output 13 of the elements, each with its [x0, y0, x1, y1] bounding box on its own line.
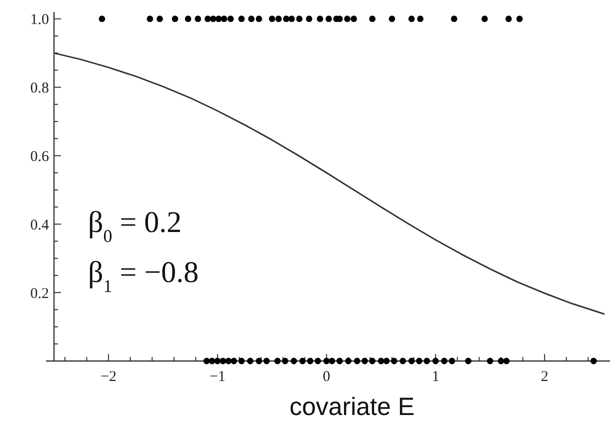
x-tick-label: −2	[100, 369, 116, 385]
x-axis-title: covariate E	[289, 393, 415, 421]
x-tick-label: 0	[322, 369, 330, 385]
annotation: β$_{1}$ = −0.8	[88, 256, 199, 296]
y-tick-label: 0.6	[30, 148, 50, 165]
y-tick-label: 0.2	[30, 286, 49, 302]
y-tick-label: 0.4	[30, 217, 50, 234]
x-tick-label: 2	[540, 369, 548, 385]
annotation: β$_{0}$ = 0.2	[88, 206, 182, 246]
y-tick-label: 0.8	[30, 80, 49, 97]
x-tick-label: −1	[210, 369, 226, 385]
y-tick-label: 1.0	[30, 12, 49, 28]
x-tick-label: 1	[432, 369, 440, 385]
